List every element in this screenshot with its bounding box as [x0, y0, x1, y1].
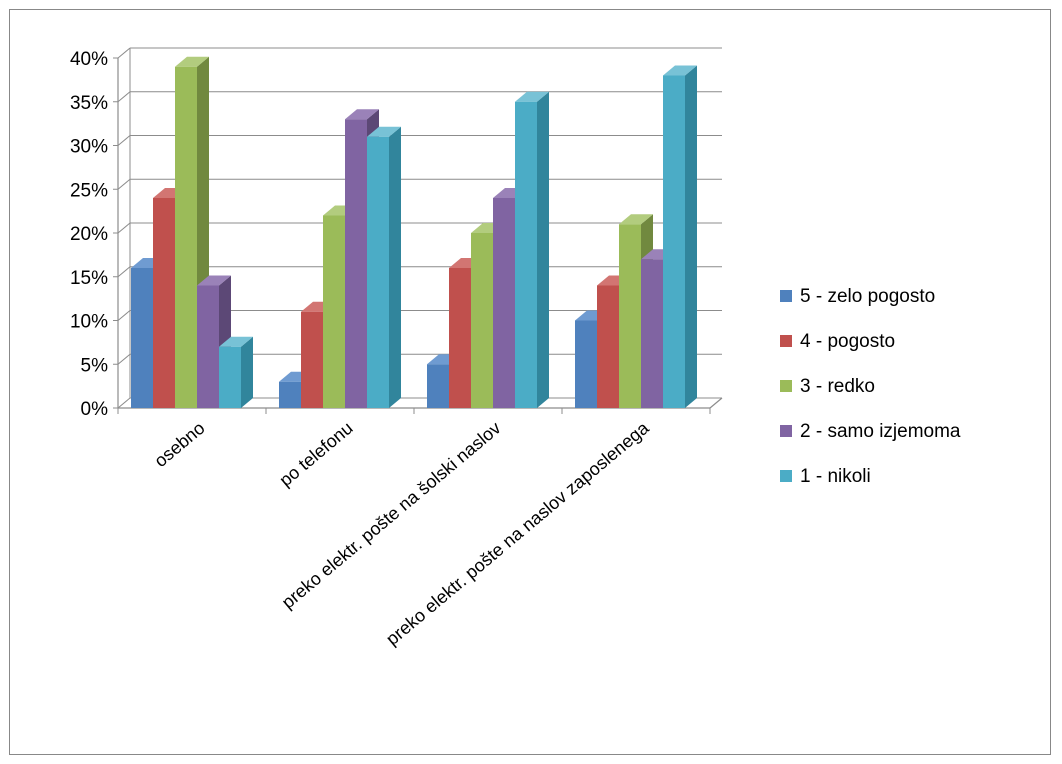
bar: [219, 336, 253, 408]
legend-swatch: [780, 335, 792, 347]
bar-front: [323, 215, 345, 408]
y-tick-label: 15%: [70, 268, 108, 289]
bar-front: [641, 259, 663, 408]
y-tick-label: 0%: [81, 399, 109, 420]
bar-front: [575, 320, 597, 408]
bar-top: [219, 336, 253, 347]
bar-front: [197, 285, 219, 408]
bar-side: [241, 336, 253, 408]
y-tick-label: 5%: [81, 355, 109, 376]
y-tick-label: 10%: [70, 312, 108, 333]
floor-edge: [709, 397, 723, 409]
bar: [367, 126, 401, 408]
bar-top: [619, 214, 653, 225]
bar-front: [449, 268, 471, 408]
wall-diagonal: [117, 222, 131, 234]
bar-front: [471, 233, 493, 408]
bar-chart: 0% 5% 10% 15% 20% 25% 30% 35% 40% osebno po telef…: [70, 47, 961, 649]
bar-side: [537, 91, 549, 408]
y-tick-label: 40%: [70, 49, 108, 70]
wall-diagonal: [117, 397, 131, 409]
bar-top: [367, 126, 401, 137]
legend-label: 1 - nikoli: [800, 466, 871, 487]
bar-side: [389, 126, 401, 408]
bar-front: [367, 136, 389, 408]
legend-swatch: [780, 470, 792, 482]
x-category-label: po telefonu: [275, 418, 356, 491]
legend-item: 5 - zelo pogosto: [780, 286, 935, 307]
bars: [131, 56, 697, 408]
bar-side: [685, 65, 697, 408]
wall-diagonal: [117, 47, 131, 59]
bar-front: [131, 268, 153, 408]
bar-front: [279, 381, 301, 408]
legend-swatch: [780, 380, 792, 392]
y-tick-label: 30%: [70, 137, 108, 158]
y-tick-label: 25%: [70, 180, 108, 201]
chart-frame: 0% 5% 10% 15% 20% 25% 30% 35% 40% osebno po telef…: [9, 9, 1051, 755]
legend-swatch: [780, 425, 792, 437]
bar-front: [663, 75, 685, 408]
legend-item: 1 - nikoli: [780, 466, 871, 487]
legend: 5 - zelo pogosto 4 - pogosto 3 - redko 2 - …: [780, 286, 961, 487]
legend-item: 4 - pogosto: [780, 331, 895, 352]
y-tick-label: 20%: [70, 224, 108, 245]
legend-label: 4 - pogosto: [800, 331, 895, 352]
legend-label: 5 - zelo pogosto: [800, 286, 935, 307]
bar-top: [175, 56, 209, 67]
wall-diagonal: [117, 91, 131, 103]
x-axis-category-labels: osebno po telefonu preko elektr. pošte na …: [150, 417, 653, 649]
wall-diagonal: [117, 178, 131, 190]
bar-front: [175, 66, 197, 408]
bar-front: [515, 101, 537, 408]
wall-diagonal: [117, 266, 131, 278]
bar-front: [493, 198, 515, 408]
bar: [663, 65, 697, 408]
bar-front: [153, 198, 175, 408]
legend-item: 3 - redko: [780, 376, 875, 397]
legend-swatch: [780, 290, 792, 302]
x-category-label: preko elektr. pošte na naslov zaposleneg…: [382, 417, 653, 649]
bar: [515, 91, 549, 408]
bar-front: [619, 224, 641, 408]
bar-top: [663, 65, 697, 76]
bar-front: [427, 364, 449, 408]
legend-item: 2 - samo izjemoma: [780, 421, 961, 442]
bar-top: [515, 91, 549, 102]
wall-diagonal: [117, 135, 131, 146]
y-axis-tick-labels: 0% 5% 10% 15% 20% 25% 30% 35% 40%: [70, 49, 108, 420]
wall-diagonal: [117, 353, 131, 365]
y-tick-label: 35%: [70, 93, 108, 114]
bar-front: [345, 119, 367, 408]
bar-top: [345, 109, 379, 120]
bar-front: [597, 285, 619, 408]
bar-front: [219, 346, 241, 408]
legend-label: 2 - samo izjemoma: [800, 421, 961, 442]
legend-label: 3 - redko: [800, 376, 875, 397]
bar-front: [301, 311, 323, 408]
bar-top: [197, 275, 231, 286]
x-category-label: osebno: [150, 418, 208, 471]
wall-diagonal: [117, 310, 131, 321]
